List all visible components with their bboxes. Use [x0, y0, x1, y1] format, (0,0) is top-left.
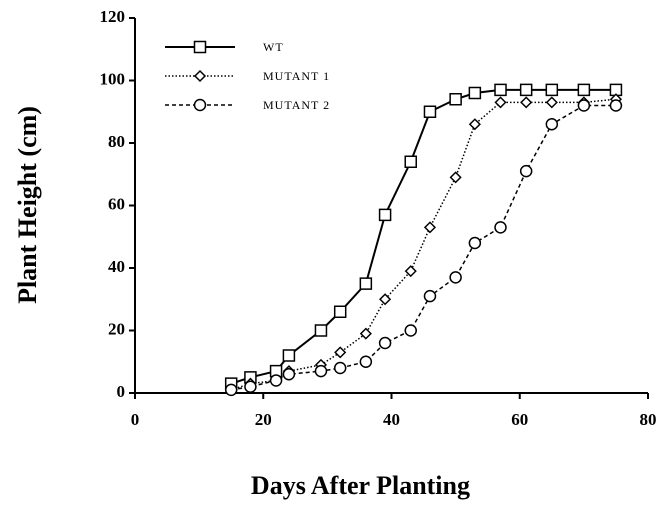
data-point — [545, 118, 559, 131]
series-line — [230, 88, 616, 385]
y-tick-label: 20 — [108, 319, 125, 338]
legend-marker — [193, 69, 207, 83]
data-point — [545, 83, 559, 97]
x-tick-label: 20 — [255, 410, 272, 429]
data-point — [519, 164, 533, 178]
data-point — [359, 277, 373, 290]
data-point — [449, 171, 462, 184]
data-point — [269, 374, 283, 387]
data-point — [519, 83, 533, 97]
data-point — [224, 383, 238, 397]
data-point — [404, 324, 417, 337]
data-point — [378, 208, 392, 222]
y-axis-label: Plant Height (cm) — [13, 106, 42, 304]
data-point — [468, 236, 482, 250]
data-point — [359, 327, 372, 340]
data-point — [379, 293, 392, 306]
data-point — [609, 99, 623, 112]
data-point — [244, 380, 257, 393]
data-point — [282, 349, 296, 362]
legend-marker — [193, 40, 207, 54]
data-point — [468, 86, 482, 100]
data-point — [494, 221, 507, 234]
y-tick-label: 0 — [117, 382, 126, 401]
x-tick-label: 60 — [511, 410, 528, 429]
y-tick-label: 100 — [100, 69, 126, 88]
series-line — [231, 104, 616, 391]
x-tick-label: 40 — [383, 410, 400, 429]
y-tick-label: 120 — [100, 7, 126, 26]
legend-label: MUTANT 1 — [263, 69, 330, 83]
data-point — [520, 96, 533, 109]
data-point — [468, 118, 481, 131]
data-point — [404, 265, 417, 278]
data-point — [449, 93, 462, 106]
legend-marker — [193, 98, 207, 112]
series-line — [230, 98, 617, 391]
data-point — [423, 105, 437, 118]
data-point — [333, 305, 347, 318]
y-tick-label: 40 — [108, 257, 125, 276]
data-point — [423, 221, 437, 234]
data-point — [359, 355, 373, 368]
data-point — [423, 289, 437, 303]
data-point — [334, 346, 347, 359]
legend-label: MUTANT 2 — [263, 98, 330, 112]
data-point — [282, 368, 296, 381]
x-tick-label: 0 — [131, 410, 140, 429]
data-point — [378, 336, 392, 350]
x-tick-label: 80 — [640, 410, 657, 429]
data-point — [314, 324, 328, 337]
data-point — [577, 83, 591, 97]
data-point — [314, 364, 328, 378]
data-point — [494, 83, 507, 97]
data-point — [449, 271, 462, 284]
data-point — [494, 96, 507, 109]
data-point — [545, 96, 558, 109]
data-point — [333, 361, 347, 375]
legend-label: WT — [263, 40, 284, 54]
y-tick-label: 60 — [108, 194, 125, 213]
y-tick-label: 80 — [108, 132, 125, 151]
x-axis-label: Days After Planting — [251, 471, 470, 500]
data-point — [404, 155, 417, 168]
data-point — [577, 99, 591, 112]
